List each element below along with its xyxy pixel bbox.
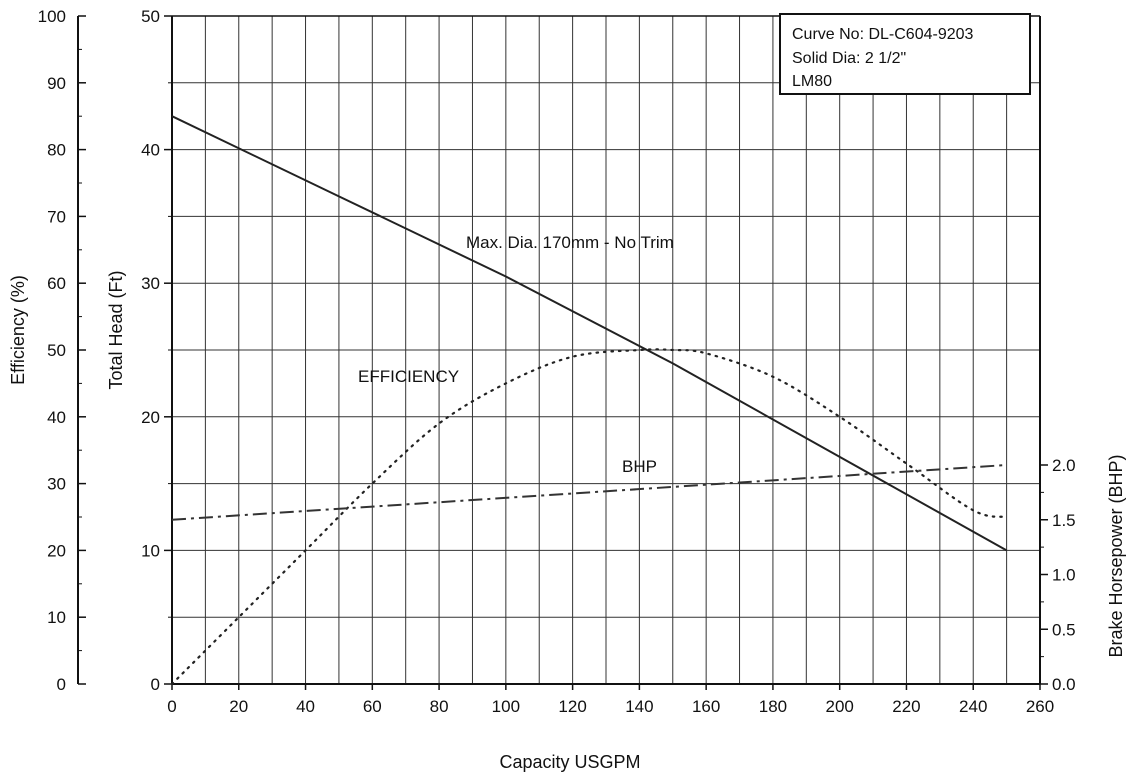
x-tick-label: 180 (759, 697, 787, 716)
x-tick-label: 140 (625, 697, 653, 716)
bhp-axis-title: Brake Horsepower (BHP) (1106, 454, 1126, 657)
x-tick-label: 220 (892, 697, 920, 716)
efficiency-tick-label: 50 (47, 341, 66, 360)
head-curve (171, 115, 1008, 552)
efficiency-tick-label: 90 (47, 74, 66, 93)
x-tick-label: 100 (492, 697, 520, 716)
bhp-tick-label: 2.0 (1052, 456, 1076, 475)
x-tick-label: 40 (296, 697, 315, 716)
head-tick-label: 30 (141, 274, 160, 293)
x-tick-label: 80 (430, 697, 449, 716)
info-box: Curve No: DL-C604-9203 Solid Dia: 2 1/2"… (779, 13, 1031, 95)
solid-diameter-text: Solid Dia: 2 1/2" (792, 50, 906, 67)
grid-lines (171, 15, 1041, 685)
info-box-border (779, 13, 1031, 95)
efficiency-curve-label: EFFICIENCY (358, 367, 459, 386)
efficiency-tick-label: 40 (47, 408, 66, 427)
efficiency-tick-label: 100 (38, 7, 66, 26)
x-tick-label: 60 (363, 697, 382, 716)
efficiency-tick-label: 30 (47, 475, 66, 494)
head-curve-label: Max. Dia. 170mm - No Trim (466, 233, 674, 252)
efficiency-tick-label: 10 (47, 608, 66, 627)
bhp-tick-label: 0.5 (1052, 620, 1076, 639)
efficiency-tick-label: 20 (47, 541, 66, 560)
series-layer (170, 115, 1008, 686)
efficiency-tick-label: 0 (57, 675, 66, 694)
x-tick-label: 240 (959, 697, 987, 716)
efficiency-tick-label: 60 (47, 274, 66, 293)
bhp-curve (171, 464, 1007, 521)
head-tick-label: 0 (151, 675, 160, 694)
efficiency-tick-label: 80 (47, 141, 66, 160)
model-text: LM80 (792, 73, 832, 90)
head-tick-label: 20 (141, 408, 160, 427)
bhp-tick-label: 1.5 (1052, 511, 1076, 530)
x-tick-label: 20 (229, 697, 248, 716)
x-tick-label: 0 (167, 697, 176, 716)
bhp-tick-label: 0.0 (1052, 675, 1076, 694)
curve-number-text: Curve No: DL-C604-9203 (792, 26, 974, 43)
x-tick-label: 120 (558, 697, 586, 716)
head-axis-title: Total Head (Ft) (106, 270, 126, 389)
x-tick-label: 260 (1026, 697, 1054, 716)
efficiency-axis-title: Efficiency (%) (8, 275, 28, 385)
head-tick-label: 50 (141, 7, 160, 26)
head-tick-label: 10 (141, 541, 160, 560)
x-axis-title: Capacity USGPM (499, 752, 640, 772)
head-tick-label: 40 (141, 141, 160, 160)
x-tick-label: 160 (692, 697, 720, 716)
bhp-tick-label: 1.0 (1052, 566, 1076, 585)
axes: 0 20 40 60 80 100 120 140 160 180 200 220 240 2600102… (38, 7, 1076, 716)
x-tick-label: 200 (826, 697, 854, 716)
efficiency-curve (170, 348, 1008, 686)
bhp-curve-label: BHP (622, 457, 657, 476)
efficiency-tick-label: 70 (47, 207, 66, 226)
